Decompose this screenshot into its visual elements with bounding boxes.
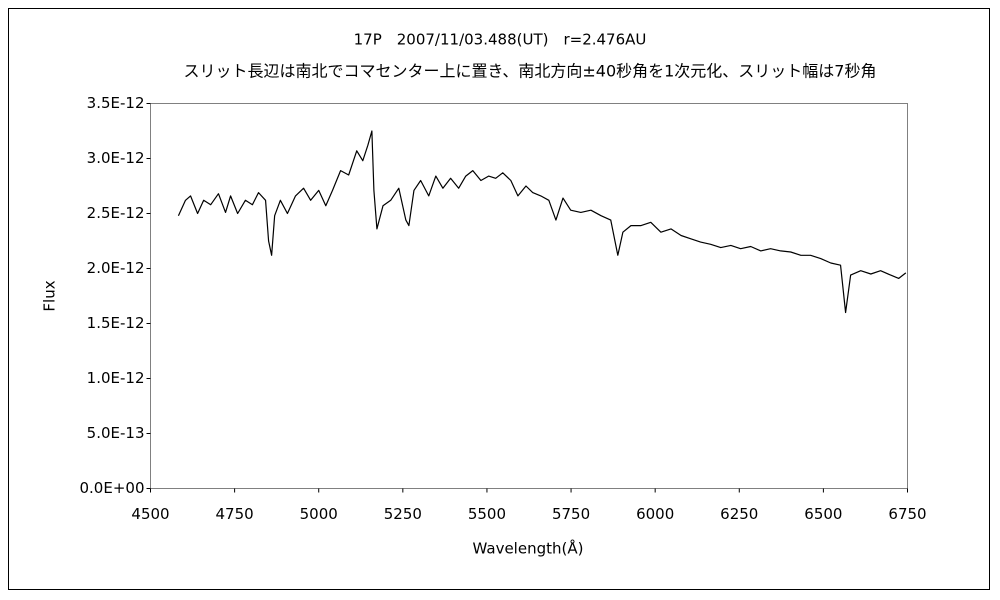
x-tick-label: 5500 xyxy=(468,505,506,523)
x-axis-label: Wavelength(Å) xyxy=(473,539,584,558)
y-tick-label: 0.0E+00 xyxy=(80,479,145,497)
plot-area xyxy=(150,103,908,489)
y-tick-label: 2.5E-12 xyxy=(87,204,145,222)
x-tick-label: 5750 xyxy=(552,505,590,523)
y-tick-label: 1.5E-12 xyxy=(87,314,145,332)
x-tick-label: 6000 xyxy=(636,505,674,523)
x-tick-label: 4750 xyxy=(216,505,254,523)
x-tick-label: 5000 xyxy=(300,505,338,523)
x-tick-label: 6500 xyxy=(804,505,842,523)
y-tick-label: 3.0E-12 xyxy=(87,149,145,167)
y-axis-label: Flux xyxy=(41,280,59,311)
spectrum-line xyxy=(177,130,907,314)
y-tick-label: 1.0E-12 xyxy=(87,369,145,387)
chart-title: 17P 2007/11/03.488(UT) r=2.476AU xyxy=(354,31,647,49)
y-tick-label: 5.0E-13 xyxy=(87,424,145,442)
x-tick-label: 6750 xyxy=(888,505,926,523)
x-tick-label: 6250 xyxy=(720,505,758,523)
y-tick-label: 2.0E-12 xyxy=(87,259,145,277)
chart-subtitle: スリット長辺は南北でコマセンター上に置き、南北方向±40秒角を1次元化、スリット… xyxy=(183,62,876,81)
x-tick-label: 4500 xyxy=(131,505,169,523)
x-tick-label: 5250 xyxy=(384,505,422,523)
y-tick-label: 3.5E-12 xyxy=(87,94,145,112)
